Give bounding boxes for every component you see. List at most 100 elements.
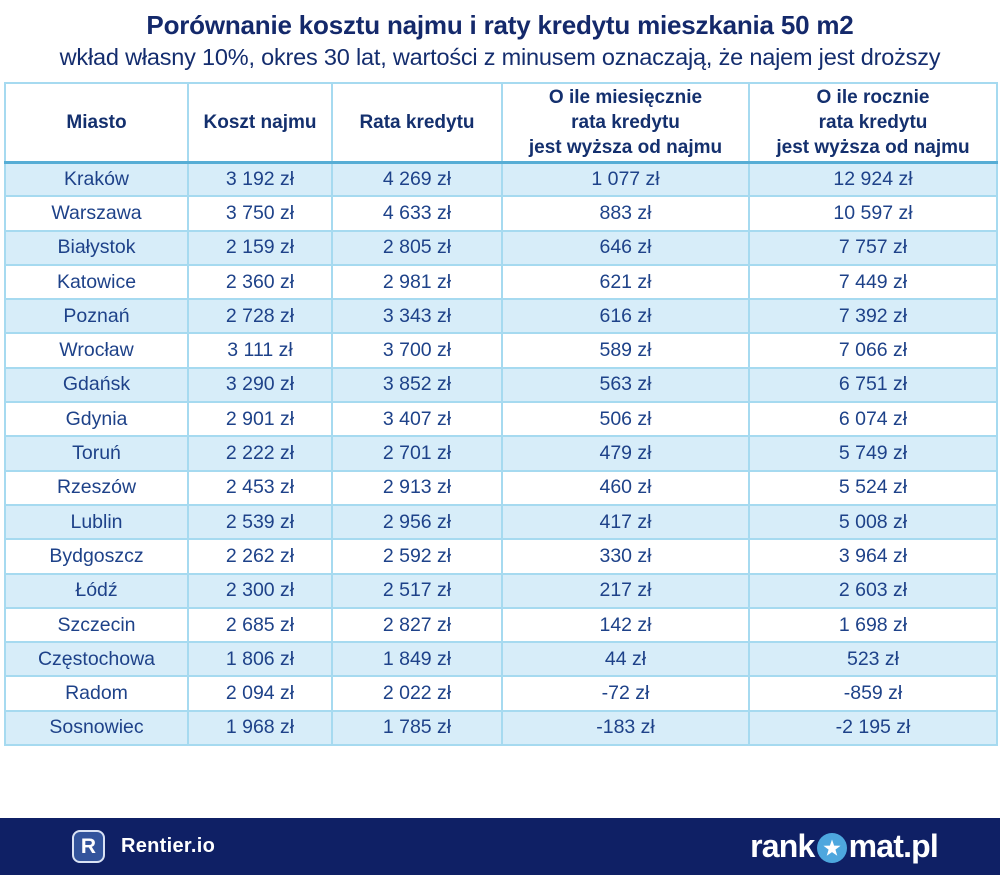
table-row: Gdynia 2 901 zł 3 407 zł 506 zł 6 074 zł [4, 401, 998, 438]
value-cell: 1 968 zł [187, 709, 333, 747]
value-cell: 479 zł [501, 435, 750, 472]
value-cell: 2 701 zł [331, 435, 503, 472]
value-cell: 1 849 zł [331, 641, 503, 678]
value-cell: 142 zł [501, 606, 750, 644]
page-subtitle: wkład własny 10%, okres 30 lat, wartości… [59, 44, 941, 70]
table-row: Gdańsk 3 290 zł 3 852 zł 563 zł 6 751 zł [4, 366, 998, 404]
value-cell: 3 964 zł [748, 538, 998, 575]
value-cell: 2 453 zł [187, 469, 333, 506]
value-cell: 2 827 zł [331, 606, 503, 644]
city-cell: Kraków [4, 160, 189, 198]
table-row: Łódź 2 300 zł 2 517 zł 217 zł 2 603 zł [4, 572, 998, 609]
column-header-miasto: Miasto [4, 82, 189, 164]
column-header-roznica-miesieczna: O ile miesięcznie rata kredytu jest wyżs… [501, 82, 750, 164]
city-cell: Łódź [4, 572, 189, 609]
city-cell: Gdańsk [4, 366, 189, 404]
table-row: Lublin 2 539 zł 2 956 zł 417 zł 5 008 zł [4, 503, 998, 541]
table-row: Częstochowa 1 806 zł 1 849 zł 44 zł 523 zł [4, 641, 998, 678]
value-cell: 2 592 zł [331, 538, 503, 575]
city-cell: Częstochowa [4, 641, 189, 678]
table-row: Katowice 2 360 zł 2 981 zł 621 zł 7 449 zł [4, 263, 998, 301]
value-cell: 506 zł [501, 401, 750, 438]
city-cell: Wrocław [4, 332, 189, 369]
table-row: Kraków 3 192 zł 4 269 zł 1 077 zł 12 924 zł [4, 160, 998, 198]
rentier-label: Rentier.io [121, 835, 216, 857]
column-header-roznica-roczna: O ile rocznie rata kredytu jest wyższa o… [748, 82, 998, 164]
value-cell: 1 698 zł [748, 606, 998, 644]
value-cell: 589 zł [501, 332, 750, 369]
value-cell: 6 074 zł [748, 401, 998, 438]
rankomat-text-suffix: mat.pl [848, 828, 939, 864]
value-cell: 7 392 zł [748, 298, 998, 335]
value-cell: 2 981 zł [331, 263, 503, 301]
value-cell: 1 785 zł [331, 709, 503, 747]
value-cell: 3 407 zł [331, 401, 503, 438]
footer-bar: R Rentier.io rank mat.pl [0, 818, 1000, 875]
city-cell: Gdynia [4, 401, 189, 438]
value-cell: -183 zł [501, 709, 750, 747]
value-cell: 2 901 zł [187, 401, 333, 438]
table-header-row: Miasto Koszt najmu Rata kredytu O ile mi… [4, 82, 998, 164]
table-row: Warszawa 3 750 zł 4 633 zł 883 zł 10 597 zł [4, 195, 998, 232]
table-row: Białystok 2 159 zł 2 805 zł 646 zł 7 757 zł [4, 229, 998, 266]
city-cell: Białystok [4, 229, 189, 266]
value-cell: 3 192 zł [187, 160, 333, 198]
rankomat-logo: rank mat.pl [750, 828, 939, 865]
city-cell: Toruń [4, 435, 189, 472]
table-row: Sosnowiec 1 968 zł 1 785 zł -183 zł -2 195 z… [4, 709, 998, 747]
value-cell: 621 zł [501, 263, 750, 301]
value-cell: 3 343 zł [331, 298, 503, 335]
value-cell: 2 022 zł [331, 675, 503, 712]
value-cell: 3 290 zł [187, 366, 333, 404]
value-cell: 2 360 zł [187, 263, 333, 301]
table-row: Poznań 2 728 zł 3 343 zł 616 zł 7 392 zł [4, 298, 998, 335]
value-cell: 7 757 zł [748, 229, 998, 266]
value-cell: 2 956 zł [331, 503, 503, 541]
rankomat-star-icon [816, 832, 847, 863]
table-row: Bydgoszcz 2 262 zł 2 592 zł 330 zł 3 964 zł [4, 538, 998, 575]
value-cell: 2 222 zł [187, 435, 333, 472]
table-row: Szczecin 2 685 zł 2 827 zł 142 zł 1 698 zł [4, 606, 998, 644]
value-cell: 330 zł [501, 538, 750, 575]
value-cell: 2 685 zł [187, 606, 333, 644]
city-cell: Poznań [4, 298, 189, 335]
table-row: Rzeszów 2 453 zł 2 913 zł 460 zł 5 524 zł [4, 469, 998, 506]
value-cell: 883 zł [501, 195, 750, 232]
page-title: Porównanie kosztu najmu i raty kredytu m… [146, 10, 854, 40]
table-body: Kraków 3 192 zł 4 269 zł 1 077 zł 12 924 zł W… [4, 160, 998, 747]
value-cell: 2 603 zł [748, 572, 998, 609]
value-cell: 616 zł [501, 298, 750, 335]
value-cell: 4 269 zł [331, 160, 503, 198]
value-cell: 1 077 zł [501, 160, 750, 198]
value-cell: 3 111 zł [187, 332, 333, 369]
value-cell: 10 597 zł [748, 195, 998, 232]
value-cell: 523 zł [748, 641, 998, 678]
value-cell: 417 zł [501, 503, 750, 541]
city-cell: Szczecin [4, 606, 189, 644]
value-cell: 2 262 zł [187, 538, 333, 575]
city-cell: Katowice [4, 263, 189, 301]
table-row: Wrocław 3 111 zł 3 700 zł 589 zł 7 066 zł [4, 332, 998, 369]
city-cell: Rzeszów [4, 469, 189, 506]
value-cell: 44 zł [501, 641, 750, 678]
value-cell: 2 159 zł [187, 229, 333, 266]
value-cell: -72 zł [501, 675, 750, 712]
value-cell: 646 zł [501, 229, 750, 266]
value-cell: 5 008 zł [748, 503, 998, 541]
table-row: Radom 2 094 zł 2 022 zł -72 zł -859 zł [4, 675, 998, 712]
value-cell: 5 749 zł [748, 435, 998, 472]
column-header-koszt-najmu: Koszt najmu [187, 82, 333, 164]
value-cell: 3 700 zł [331, 332, 503, 369]
value-cell: 1 806 zł [187, 641, 333, 678]
value-cell: 7 066 zł [748, 332, 998, 369]
value-cell: 217 zł [501, 572, 750, 609]
comparison-table: Miasto Koszt najmu Rata kredytu O ile mi… [4, 82, 998, 747]
rentier-r-icon: R [72, 830, 105, 863]
value-cell: 4 633 zł [331, 195, 503, 232]
city-cell: Sosnowiec [4, 709, 189, 747]
value-cell: 3 852 zł [331, 366, 503, 404]
city-cell: Bydgoszcz [4, 538, 189, 575]
city-cell: Lublin [4, 503, 189, 541]
value-cell: 563 zł [501, 366, 750, 404]
